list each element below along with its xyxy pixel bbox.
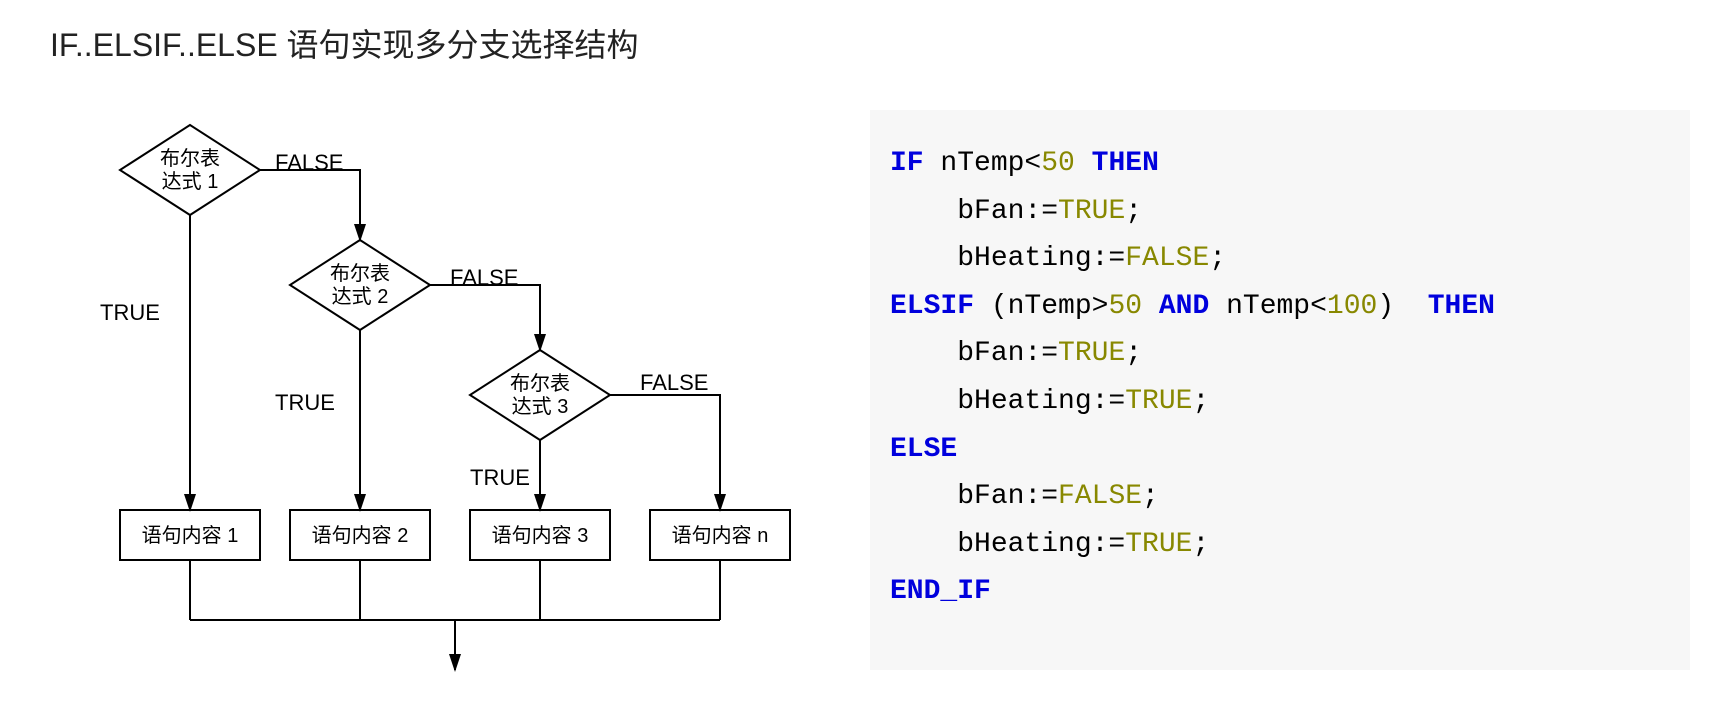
code-token: bHeating:= <box>890 386 1125 417</box>
code-token: 50 <box>1108 291 1142 322</box>
code-line: bHeating:=TRUE; <box>890 378 1670 426</box>
code-token: ) <box>1377 291 1427 322</box>
code-token: nTemp< <box>924 148 1042 179</box>
code-token: AND <box>1159 291 1209 322</box>
code-token: END_IF <box>890 576 991 607</box>
branch-label: FALSE <box>450 265 518 290</box>
code-panel: IF nTemp<50 THEN bFan:=TRUE; bHeating:=F… <box>870 110 1690 670</box>
code-token: nTemp< <box>1209 291 1327 322</box>
code-line: IF nTemp<50 THEN <box>890 140 1670 188</box>
code-token: bFan:= <box>890 196 1058 227</box>
code-token: bFan:= <box>890 481 1058 512</box>
code-token: ; <box>1125 338 1142 369</box>
diamond-text: 布尔表 <box>510 372 570 395</box>
branch-label: FALSE <box>640 370 708 395</box>
code-line: END_IF <box>890 568 1670 616</box>
code-line: ELSE <box>890 426 1670 474</box>
diamond-text: 布尔表 <box>160 147 220 170</box>
flowchart-svg: 布尔表达式 1布尔表达式 2布尔表达式 3语句内容 1语句内容 2语句内容 3语… <box>30 110 830 690</box>
code-token: FALSE <box>1125 243 1209 274</box>
branch-label: TRUE <box>275 390 335 415</box>
code-token: ELSIF <box>890 291 974 322</box>
code-line: bFan:=FALSE; <box>890 473 1670 521</box>
code-line: bFan:=TRUE; <box>890 188 1670 236</box>
diamond-text: 达式 1 <box>162 170 219 193</box>
code-token: bHeating:= <box>890 529 1125 560</box>
code-line: ELSIF (nTemp>50 AND nTemp<100) THEN <box>890 283 1670 331</box>
code-token: 100 <box>1327 291 1377 322</box>
decision-diamond <box>470 350 610 440</box>
code-token: TRUE <box>1058 338 1125 369</box>
code-token: TRUE <box>1125 386 1192 417</box>
code-token: ; <box>1192 529 1209 560</box>
code-token: THEN <box>1428 291 1495 322</box>
code-token: 50 <box>1041 148 1075 179</box>
code-token: ELSE <box>890 434 957 465</box>
code-token: bFan:= <box>890 338 1058 369</box>
code-line: bHeating:=FALSE; <box>890 235 1670 283</box>
code-token: (nTemp> <box>974 291 1108 322</box>
branch-label: TRUE <box>470 465 530 490</box>
code-token: TRUE <box>1125 529 1192 560</box>
box-label: 语句内容 3 <box>492 524 589 547</box>
flowchart-panel: 布尔表达式 1布尔表达式 2布尔表达式 3语句内容 1语句内容 2语句内容 3语… <box>30 110 830 690</box>
decision-diamond <box>120 125 260 215</box>
decision-diamond <box>290 240 430 330</box>
code-token: ; <box>1192 386 1209 417</box>
code-token: ; <box>1142 481 1159 512</box>
diamond-text: 达式 2 <box>332 285 389 308</box>
branch-label: FALSE <box>275 150 343 175</box>
box-label: 语句内容 1 <box>142 524 239 547</box>
code-token: THEN <box>1092 148 1159 179</box>
code-line: bFan:=TRUE; <box>890 330 1670 378</box>
box-label: 语句内容 n <box>672 524 769 547</box>
branch-label: TRUE <box>100 300 160 325</box>
code-token: FALSE <box>1058 481 1142 512</box>
diamond-text: 布尔表 <box>330 262 390 285</box>
code-token: TRUE <box>1058 196 1125 227</box>
code-token: bHeating:= <box>890 243 1125 274</box>
diamond-text: 达式 3 <box>512 395 569 418</box>
box-label: 语句内容 2 <box>312 524 409 547</box>
code-token: ; <box>1209 243 1226 274</box>
code-token: ; <box>1125 196 1142 227</box>
code-token: IF <box>890 148 924 179</box>
code-token <box>1142 291 1159 322</box>
code-token <box>1075 148 1092 179</box>
code-line: bHeating:=TRUE; <box>890 521 1670 569</box>
page-title: IF..ELSIF..ELSE 语句实现多分支选择结构 <box>50 20 639 66</box>
